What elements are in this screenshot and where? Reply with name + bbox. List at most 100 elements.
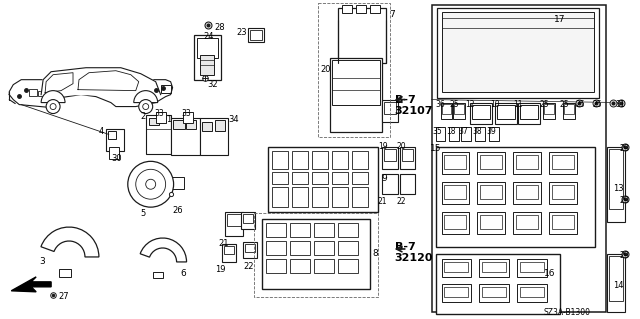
Bar	[332, 152, 348, 169]
Text: SZ3A-B1300: SZ3A-B1300	[543, 308, 590, 317]
Bar	[520, 105, 538, 119]
Text: FR.: FR.	[13, 301, 28, 310]
Bar	[222, 244, 236, 262]
Bar	[445, 155, 467, 169]
Bar	[442, 212, 469, 234]
Bar	[544, 104, 554, 114]
Bar	[272, 172, 288, 184]
Bar	[516, 185, 538, 199]
Bar	[516, 155, 538, 169]
Bar	[216, 120, 225, 131]
Bar	[166, 177, 184, 189]
Bar	[352, 172, 368, 184]
Bar	[476, 128, 485, 141]
Text: 5: 5	[141, 209, 146, 218]
Text: 2: 2	[141, 112, 146, 121]
Bar	[245, 244, 255, 252]
Bar	[436, 147, 595, 247]
Bar	[332, 187, 348, 207]
Bar	[609, 149, 623, 209]
Bar	[272, 152, 288, 169]
Bar	[59, 269, 71, 277]
Text: 18: 18	[447, 128, 456, 137]
Bar	[442, 259, 472, 277]
Bar	[436, 128, 445, 141]
Text: 25: 25	[559, 100, 569, 108]
Text: 21: 21	[378, 197, 387, 206]
Bar	[171, 117, 200, 155]
Bar	[461, 128, 472, 141]
Bar	[481, 185, 502, 199]
Bar	[440, 103, 452, 119]
Bar	[449, 128, 460, 141]
Text: 25: 25	[449, 100, 459, 108]
Bar	[106, 130, 124, 152]
Bar	[442, 182, 469, 204]
Text: B-7: B-7	[395, 242, 415, 252]
Text: 25: 25	[576, 100, 586, 108]
Bar	[173, 120, 184, 130]
Bar	[225, 246, 234, 254]
Text: 19: 19	[378, 142, 387, 152]
Wedge shape	[41, 227, 99, 257]
Text: 12: 12	[465, 100, 475, 108]
Bar	[384, 149, 396, 161]
Text: 13: 13	[613, 184, 623, 193]
Circle shape	[143, 104, 148, 109]
Bar	[481, 215, 502, 229]
Bar	[513, 182, 541, 204]
Bar	[38, 91, 44, 96]
Bar	[483, 262, 506, 272]
Bar	[338, 8, 386, 63]
Bar	[330, 58, 381, 132]
Text: 25: 25	[539, 100, 548, 108]
Bar	[342, 5, 352, 13]
Bar	[29, 89, 37, 96]
Bar	[445, 262, 468, 272]
Bar	[381, 100, 397, 122]
Bar	[431, 5, 606, 312]
Bar	[552, 185, 574, 199]
Bar	[338, 241, 358, 255]
Bar	[384, 101, 396, 114]
Text: 26: 26	[173, 206, 183, 215]
Bar	[520, 262, 544, 272]
Bar	[549, 212, 577, 234]
Bar	[290, 223, 310, 237]
Bar	[445, 185, 467, 199]
Bar	[477, 152, 505, 174]
Bar	[312, 172, 328, 184]
Bar	[381, 147, 397, 169]
Bar	[153, 272, 163, 278]
Text: 20: 20	[320, 65, 330, 74]
Bar	[202, 122, 212, 131]
Text: 4: 4	[99, 128, 104, 137]
Bar	[292, 172, 308, 184]
Wedge shape	[134, 91, 157, 103]
Text: 6: 6	[180, 269, 186, 278]
Bar	[352, 152, 368, 169]
Bar	[445, 287, 468, 297]
Bar	[314, 241, 334, 255]
Bar	[445, 215, 467, 229]
Bar	[490, 128, 499, 141]
Bar	[314, 223, 334, 237]
Bar	[290, 241, 310, 255]
Bar	[266, 223, 286, 237]
Bar	[268, 147, 378, 212]
Circle shape	[128, 161, 173, 207]
Bar	[483, 287, 506, 297]
Polygon shape	[9, 80, 173, 108]
Bar	[254, 213, 378, 297]
Bar	[607, 147, 625, 222]
Bar	[109, 147, 119, 160]
Bar	[481, 155, 502, 169]
Circle shape	[146, 179, 156, 189]
Wedge shape	[41, 91, 65, 103]
Bar	[356, 5, 366, 13]
Bar	[262, 219, 370, 289]
Bar	[381, 174, 397, 194]
Bar	[454, 103, 465, 119]
Bar	[243, 214, 253, 223]
Bar	[399, 174, 415, 194]
